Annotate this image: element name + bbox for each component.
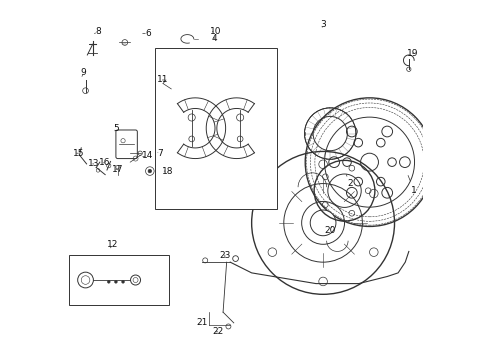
Text: 8: 8 — [94, 27, 101, 36]
Text: 20: 20 — [324, 225, 335, 234]
Text: 10: 10 — [210, 27, 221, 36]
Text: 2: 2 — [346, 175, 352, 188]
Text: 16: 16 — [99, 158, 110, 167]
Text: 4: 4 — [211, 35, 217, 44]
Text: 14: 14 — [142, 151, 153, 160]
Text: 18: 18 — [162, 167, 173, 176]
Text: 19: 19 — [406, 49, 417, 58]
Bar — [69, 255, 169, 305]
Circle shape — [309, 210, 335, 236]
FancyBboxPatch shape — [116, 130, 137, 158]
Circle shape — [114, 280, 117, 283]
Text: 12: 12 — [106, 240, 118, 249]
Circle shape — [148, 169, 151, 173]
Text: 17: 17 — [112, 165, 123, 174]
Text: 23: 23 — [219, 251, 230, 260]
Circle shape — [107, 280, 110, 283]
Text: 6: 6 — [142, 29, 151, 38]
Text: 11: 11 — [156, 76, 168, 85]
Text: 7: 7 — [157, 149, 163, 158]
Text: 1: 1 — [407, 175, 416, 195]
Text: 9: 9 — [81, 68, 86, 77]
Text: 15: 15 — [73, 149, 84, 158]
Text: 13: 13 — [88, 159, 99, 168]
Text: 22: 22 — [212, 327, 223, 336]
Text: 3: 3 — [320, 20, 325, 29]
Text: 21: 21 — [196, 318, 207, 327]
Bar — [155, 48, 276, 208]
Text: 5: 5 — [113, 124, 119, 133]
Circle shape — [122, 280, 124, 283]
